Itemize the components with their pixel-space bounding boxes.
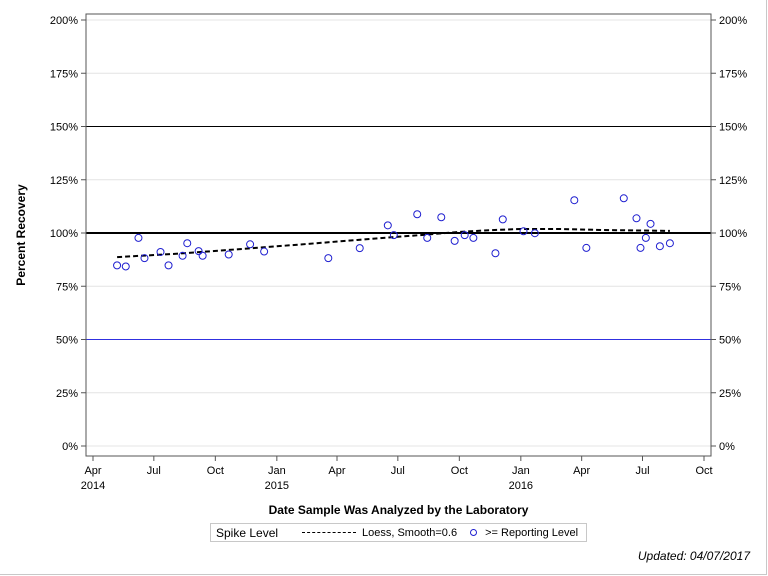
x-tick-label: Jan — [268, 465, 286, 477]
data-point — [355, 244, 364, 253]
data-point — [491, 249, 500, 258]
y-tick-label-right: 75% — [719, 281, 741, 293]
data-point — [156, 247, 165, 256]
data-point — [423, 233, 432, 242]
data-point — [224, 250, 233, 259]
loess-line — [117, 228, 670, 259]
y-tick-label: 25% — [56, 388, 78, 400]
data-point — [655, 242, 664, 251]
data-point — [413, 210, 422, 219]
x-tick-label: Apr — [84, 465, 101, 477]
y-tick-label: 75% — [56, 281, 78, 293]
legend-loess-swatch — [302, 532, 356, 533]
data-point — [636, 243, 645, 252]
data-point — [260, 247, 269, 256]
x-tick-label: Jul — [391, 465, 405, 477]
plot-frame — [85, 13, 712, 457]
x-tick-label: Jan — [512, 465, 530, 477]
y-tick-label-right: 125% — [719, 175, 747, 187]
legend-loess-label: Loess, Smooth=0.6 — [362, 526, 458, 539]
data-point — [140, 254, 149, 263]
data-point — [665, 239, 674, 248]
data-point — [121, 262, 130, 271]
data-point — [194, 247, 203, 256]
x-tick-label: Oct — [207, 465, 224, 477]
y-tick-label-right: 100% — [719, 228, 747, 240]
x-tick-label: Oct — [695, 465, 712, 477]
data-point — [619, 194, 628, 203]
data-point — [164, 261, 173, 270]
data-point — [113, 261, 122, 270]
y-tick-label: 0% — [62, 441, 78, 453]
x-tick-label: Jul — [147, 465, 161, 477]
data-point — [469, 233, 478, 242]
data-point — [178, 251, 187, 260]
y-tick-label: 175% — [50, 68, 78, 80]
x-tick-year-label: 2015 — [265, 480, 289, 492]
data-point — [641, 233, 650, 242]
data-point — [198, 251, 207, 260]
data-point — [134, 233, 143, 242]
x-tick-label: Apr — [573, 465, 590, 477]
y-tick-label: 50% — [56, 335, 78, 347]
x-tick-label: Oct — [451, 465, 468, 477]
data-point — [570, 196, 579, 205]
legend-circle-icon — [470, 529, 478, 536]
x-tick-year-label: 2016 — [509, 480, 533, 492]
data-point — [582, 243, 591, 252]
data-point — [389, 231, 398, 240]
data-point — [460, 231, 469, 240]
y-tick-label-right: 150% — [719, 122, 747, 134]
data-point — [646, 219, 655, 228]
legend-title: Spike Level — [216, 525, 279, 540]
x-tick-label: Jul — [635, 465, 649, 477]
data-point — [383, 221, 392, 230]
y-tick-label-right: 200% — [719, 15, 747, 27]
y-tick-label: 100% — [50, 228, 78, 240]
y-tick-label-right: 0% — [719, 441, 735, 453]
x-tick-year-label: 2014 — [81, 480, 105, 492]
data-point — [498, 215, 507, 224]
y-tick-label-right: 25% — [719, 388, 741, 400]
data-point — [530, 229, 539, 238]
legend-points-label: >= Reporting Level — [485, 526, 579, 539]
data-point — [246, 240, 255, 249]
x-axis-label: Date Sample Was Analyzed by the Laborato… — [269, 503, 529, 517]
data-point — [519, 227, 528, 236]
data-point — [450, 236, 459, 245]
x-tick-label: Apr — [328, 465, 345, 477]
data-point — [437, 213, 446, 222]
y-tick-label: 125% — [50, 175, 78, 187]
y-tick-label: 150% — [50, 122, 78, 134]
updated-timestamp: Updated: 04/07/2017 — [637, 549, 750, 563]
y-tick-label-right: 175% — [719, 68, 747, 80]
scatter-chart: 0% 0% 25% 25% 50% 50% 75% 75% 100% 100% 125% 125% 15… — [14, 13, 747, 517]
y-tick-label-right: 50% — [719, 335, 741, 347]
y-axis-label: Percent Recovery — [14, 184, 28, 286]
legend: Spike Level Loess, Smooth=0.6 >= Reporti… — [210, 523, 587, 542]
data-point — [632, 214, 641, 223]
data-point — [324, 254, 333, 263]
y-tick-label: 200% — [50, 15, 78, 27]
data-point — [183, 239, 192, 248]
